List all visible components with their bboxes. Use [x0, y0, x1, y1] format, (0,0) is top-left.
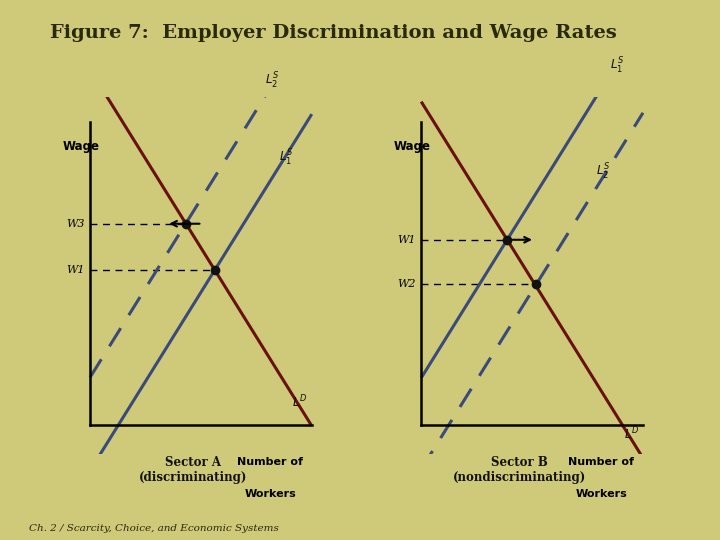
Text: Wage: Wage [394, 140, 431, 153]
Text: Wage: Wage [63, 140, 99, 153]
Text: W2: W2 [397, 279, 415, 289]
Text: $L_1^S$: $L_1^S$ [610, 56, 624, 76]
Text: $L^D$: $L^D$ [624, 426, 639, 443]
Text: Sector B: Sector B [492, 456, 548, 469]
Text: $L_2^S$: $L_2^S$ [596, 162, 611, 183]
Text: (discriminating): (discriminating) [139, 471, 247, 484]
Text: Ch. 2 / Scarcity, Choice, and Economic Systems: Ch. 2 / Scarcity, Choice, and Economic S… [29, 524, 279, 533]
Text: W3: W3 [66, 219, 84, 229]
Text: (nondiscriminating): (nondiscriminating) [453, 471, 587, 484]
Text: Number of: Number of [237, 457, 303, 467]
Text: W1: W1 [397, 235, 415, 245]
Text: Number of: Number of [568, 457, 634, 467]
Text: $L^D$: $L^D$ [292, 394, 307, 410]
Text: Figure 7:  Employer Discrimination and Wage Rates: Figure 7: Employer Discrimination and Wa… [50, 24, 617, 42]
Text: Workers: Workers [244, 489, 296, 500]
Text: $L_1^S$: $L_1^S$ [279, 148, 293, 168]
Text: Sector A: Sector A [165, 456, 221, 469]
Text: Workers: Workers [575, 489, 627, 500]
Text: W1: W1 [66, 265, 84, 275]
Text: $L_2^S$: $L_2^S$ [265, 70, 279, 91]
